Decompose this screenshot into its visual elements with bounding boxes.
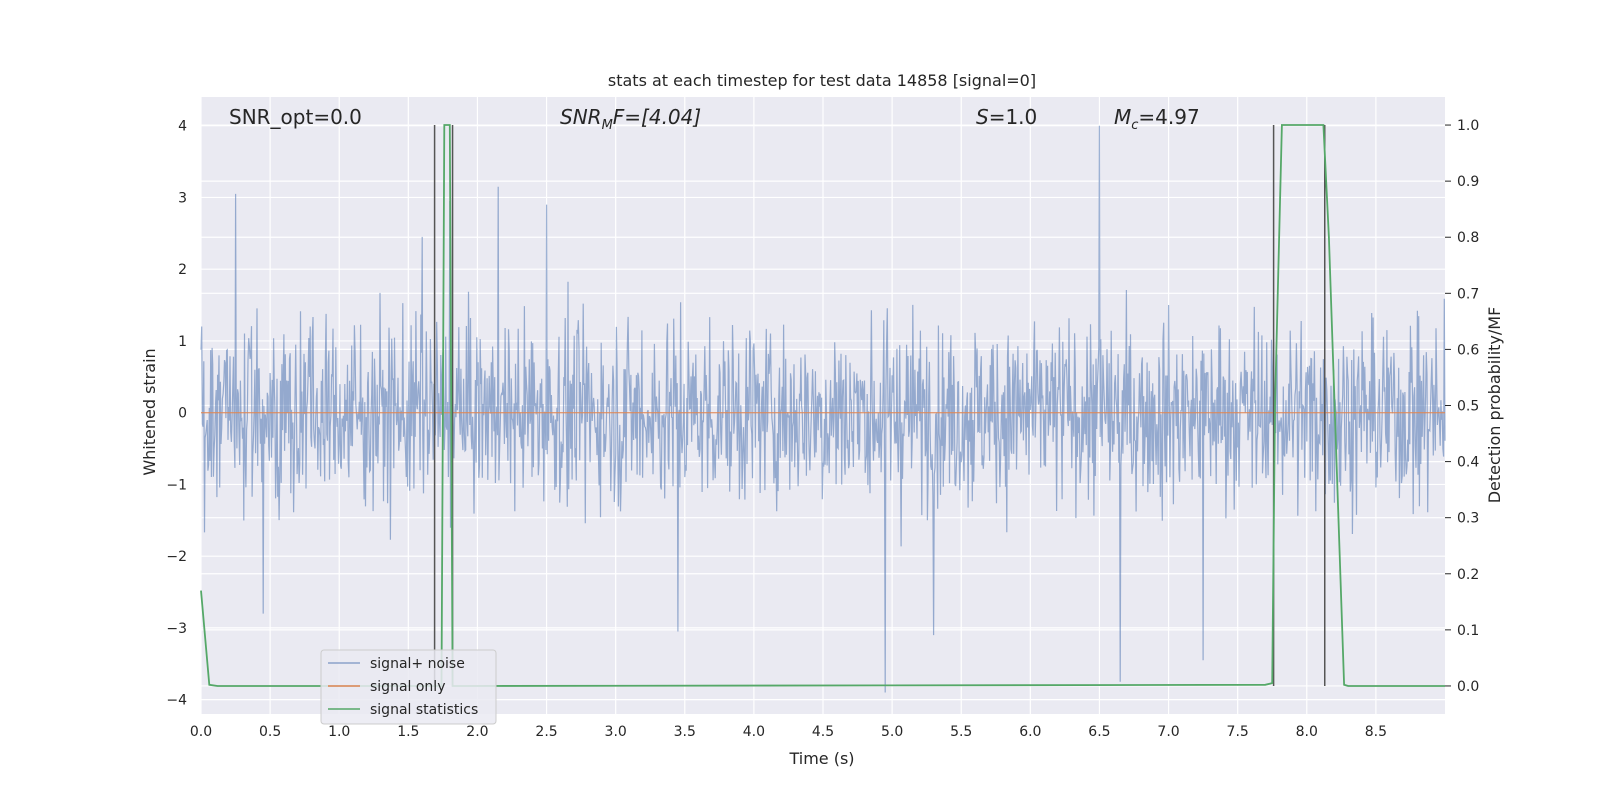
y2-tick-0.1: 0.1	[1457, 623, 1479, 639]
y-tick-0: 0	[178, 406, 187, 422]
y-tick-1: 1	[178, 334, 187, 350]
y2-tick-0.3: 0.3	[1457, 511, 1479, 527]
annotation-snr-mf-sub: M	[602, 118, 613, 133]
y2-axis-label: Detection probability/MF	[1485, 307, 1504, 504]
annotation-snr-opt: SNR_opt=0.0	[229, 105, 362, 129]
legend-label-signal-noise: signal+ noise	[370, 656, 465, 672]
signal-noise-line	[200, 125, 1446, 693]
x-tick-7.5: 7.5	[1227, 724, 1249, 740]
x-tick-3.0: 3.0	[605, 724, 627, 740]
y-tick-3: 3	[178, 190, 187, 206]
legend-label-signal-only: signal only	[370, 679, 445, 695]
x-tick-labels: 0.0 0.5 1.0 1.5 2.0 2.5 3.0 3.5 4.0 4.5 5.0 5.5 6.0 6…	[190, 724, 1387, 740]
x-tick-5.0: 5.0	[881, 724, 903, 740]
x-axis-label: Time (s)	[788, 749, 854, 768]
annotation-mc-sub: c	[1131, 118, 1138, 133]
y2-tick-0.5: 0.5	[1457, 399, 1479, 415]
grid-lines	[200, 97, 1445, 714]
y2-tick-labels: 1.0 0.9 0.8 0.7 0.6 0.5 0.4 0.3 0.2 0.1 0.0	[1445, 118, 1479, 695]
annotation-snr-mf-prefix: SNR	[560, 105, 602, 129]
y2-tick-0.8: 0.8	[1457, 230, 1479, 246]
y2-tick-0.6: 0.6	[1457, 342, 1479, 358]
x-tick-0.5: 0.5	[259, 724, 281, 740]
y2-tick-0.0: 0.0	[1457, 679, 1479, 695]
x-tick-0.0: 0.0	[190, 724, 212, 740]
y-tick-−2: −2	[166, 549, 187, 565]
chart-title: stats at each timestep for test data 148…	[608, 71, 1036, 90]
y-tick-−1: −1	[166, 477, 187, 493]
annotation-snr-mf-suffix: F=[4.04]	[613, 105, 701, 129]
annotation-mc: Mc=4.97	[1114, 105, 1200, 133]
x-tick-4.5: 4.5	[812, 724, 834, 740]
y-tick-labels: 4 3 2 1 0 −1 −2 −3 −4	[166, 119, 187, 709]
y2-tick-0.2: 0.2	[1457, 567, 1479, 583]
annotation-snr-mf: SNRMF=[4.04]	[560, 105, 701, 133]
x-tick-1.5: 1.5	[397, 724, 419, 740]
series-signal-noise	[200, 125, 1446, 693]
y2-tick-0.9: 0.9	[1457, 174, 1479, 190]
annotation-s-suffix: =1.0	[989, 105, 1038, 129]
x-tick-5.5: 5.5	[950, 724, 972, 740]
y2-tick-1.0: 1.0	[1457, 118, 1479, 134]
y-tick-4: 4	[178, 119, 187, 135]
x-tick-6.5: 6.5	[1088, 724, 1110, 740]
x-tick-8.5: 8.5	[1365, 724, 1387, 740]
x-tick-8.0: 8.0	[1296, 724, 1318, 740]
x-tick-2.0: 2.0	[466, 724, 488, 740]
x-tick-2.5: 2.5	[535, 724, 557, 740]
y-tick-−3: −3	[166, 621, 187, 637]
x-tick-1.0: 1.0	[328, 724, 350, 740]
x-tick-7.0: 7.0	[1157, 724, 1179, 740]
y-tick-−4: −4	[166, 693, 187, 709]
annotation-mc-prefix: M	[1114, 105, 1131, 129]
x-tick-3.5: 3.5	[674, 724, 696, 740]
x-tick-4.0: 4.0	[743, 724, 765, 740]
x-tick-6.0: 6.0	[1019, 724, 1041, 740]
legend-box	[320, 649, 497, 725]
legend: signal+ noise signal only signal statist…	[320, 649, 497, 725]
y-axis-label: Whitened strain	[140, 348, 159, 475]
y2-tick-0.4: 0.4	[1457, 455, 1479, 471]
y-tick-2: 2	[178, 262, 187, 278]
y2-tick-0.7: 0.7	[1457, 286, 1479, 302]
annotation-s-prefix: S	[976, 105, 989, 129]
annotation-mc-suffix: =4.97	[1138, 105, 1199, 129]
legend-label-signal-statistics: signal statistics	[370, 702, 478, 718]
annotation-s: S=1.0	[976, 105, 1037, 129]
